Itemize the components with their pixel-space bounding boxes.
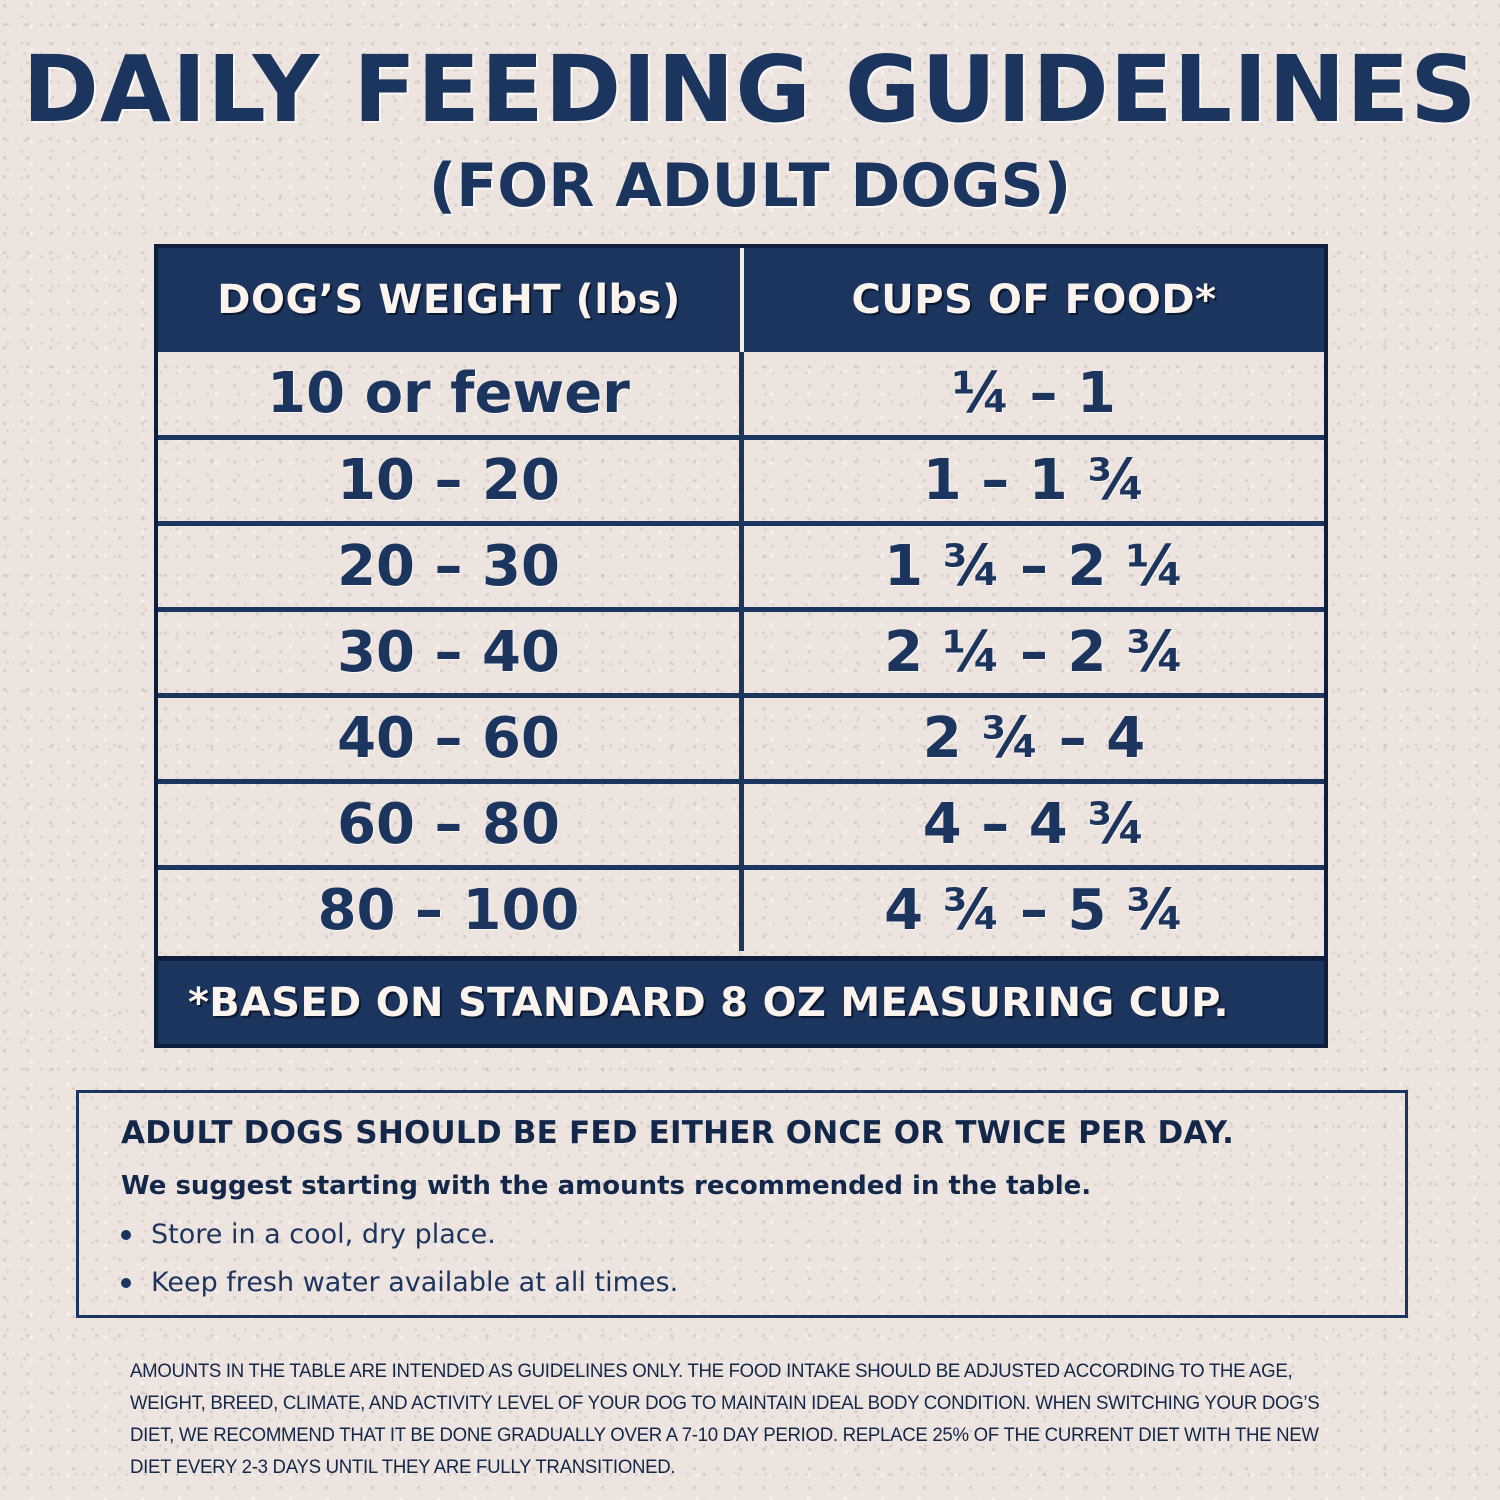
table-header: DOG’S WEIGHT (lbs) CUPS OF FOOD* <box>158 248 1324 352</box>
feeding-table: DOG’S WEIGHT (lbs) CUPS OF FOOD* 10 or f… <box>154 244 1328 1048</box>
table-row: 40 – 60 2 ¾ – 4 <box>158 693 1324 779</box>
cups-cell: ¼ – 1 <box>952 361 1116 426</box>
table-row: 60 – 80 4 – 4 ¾ <box>158 779 1324 865</box>
cups-cell: 1 ¾ – 2 ¼ <box>884 534 1184 599</box>
bullet-icon <box>121 1278 131 1288</box>
list-item: Keep fresh water available at all times. <box>121 1259 678 1307</box>
bullet-icon <box>121 1230 131 1240</box>
cups-cell: 4 – 4 ¾ <box>922 792 1146 857</box>
weight-cell: 20 – 30 <box>158 526 744 607</box>
weight-cell: 60 – 80 <box>158 784 744 865</box>
table-row: 10 or fewer ¼ – 1 <box>158 352 1324 435</box>
table-row: 30 – 40 2 ¼ – 2 ¾ <box>158 607 1324 693</box>
list-item: Store in a cool, dry place. <box>121 1211 678 1259</box>
list-item-text: Store in a cool, dry place. <box>151 1219 496 1250</box>
cups-cell: 1 – 1 ¾ <box>922 448 1146 513</box>
cups-cell: 2 ¾ – 4 <box>922 706 1146 771</box>
notes-headline: ADULT DOGS SHOULD BE FED EITHER ONCE OR … <box>121 1115 1235 1151</box>
weight-cell: 40 – 60 <box>158 698 744 779</box>
weight-cell: 80 – 100 <box>158 870 744 951</box>
table-footnote: *BASED ON STANDARD 8 OZ MEASURING CUP. <box>158 956 1324 1044</box>
table-row: 10 – 20 1 – 1 ¾ <box>158 435 1324 521</box>
column-header-cups: CUPS OF FOOD* <box>851 277 1217 323</box>
footnote-text: *BASED ON STANDARD 8 OZ MEASURING CUP. <box>188 979 1229 1026</box>
weight-cell: 10 – 20 <box>158 440 744 521</box>
cups-cell: 2 ¼ – 2 ¾ <box>884 620 1184 685</box>
cups-cell: 4 ¾ – 5 ¾ <box>884 878 1184 943</box>
page-title: DAILY FEEDING GUIDELINES <box>22 36 1478 143</box>
notes-lead: We suggest starting with the amounts rec… <box>121 1171 1092 1201</box>
notes-list: Store in a cool, dry place. Keep fresh w… <box>121 1211 678 1307</box>
feeding-notes-box: ADULT DOGS SHOULD BE FED EITHER ONCE OR … <box>76 1090 1408 1318</box>
page-subtitle: (FOR ADULT DOGS) <box>428 151 1072 221</box>
disclaimer-text: AMOUNTS IN THE TABLE ARE INTENDED AS GUI… <box>130 1361 1320 1478</box>
weight-cell: 10 or fewer <box>158 352 744 435</box>
table-body: 10 or fewer ¼ – 1 10 – 20 1 – 1 ¾ 20 – 3… <box>158 352 1324 951</box>
list-item-text: Keep fresh water available at all times. <box>151 1267 679 1298</box>
weight-cell: 30 – 40 <box>158 612 744 693</box>
table-row: 20 – 30 1 ¾ – 2 ¼ <box>158 521 1324 607</box>
table-row: 80 – 100 4 ¾ – 5 ¾ <box>158 865 1324 951</box>
column-header-weight: DOG’S WEIGHT (lbs) <box>158 248 744 352</box>
